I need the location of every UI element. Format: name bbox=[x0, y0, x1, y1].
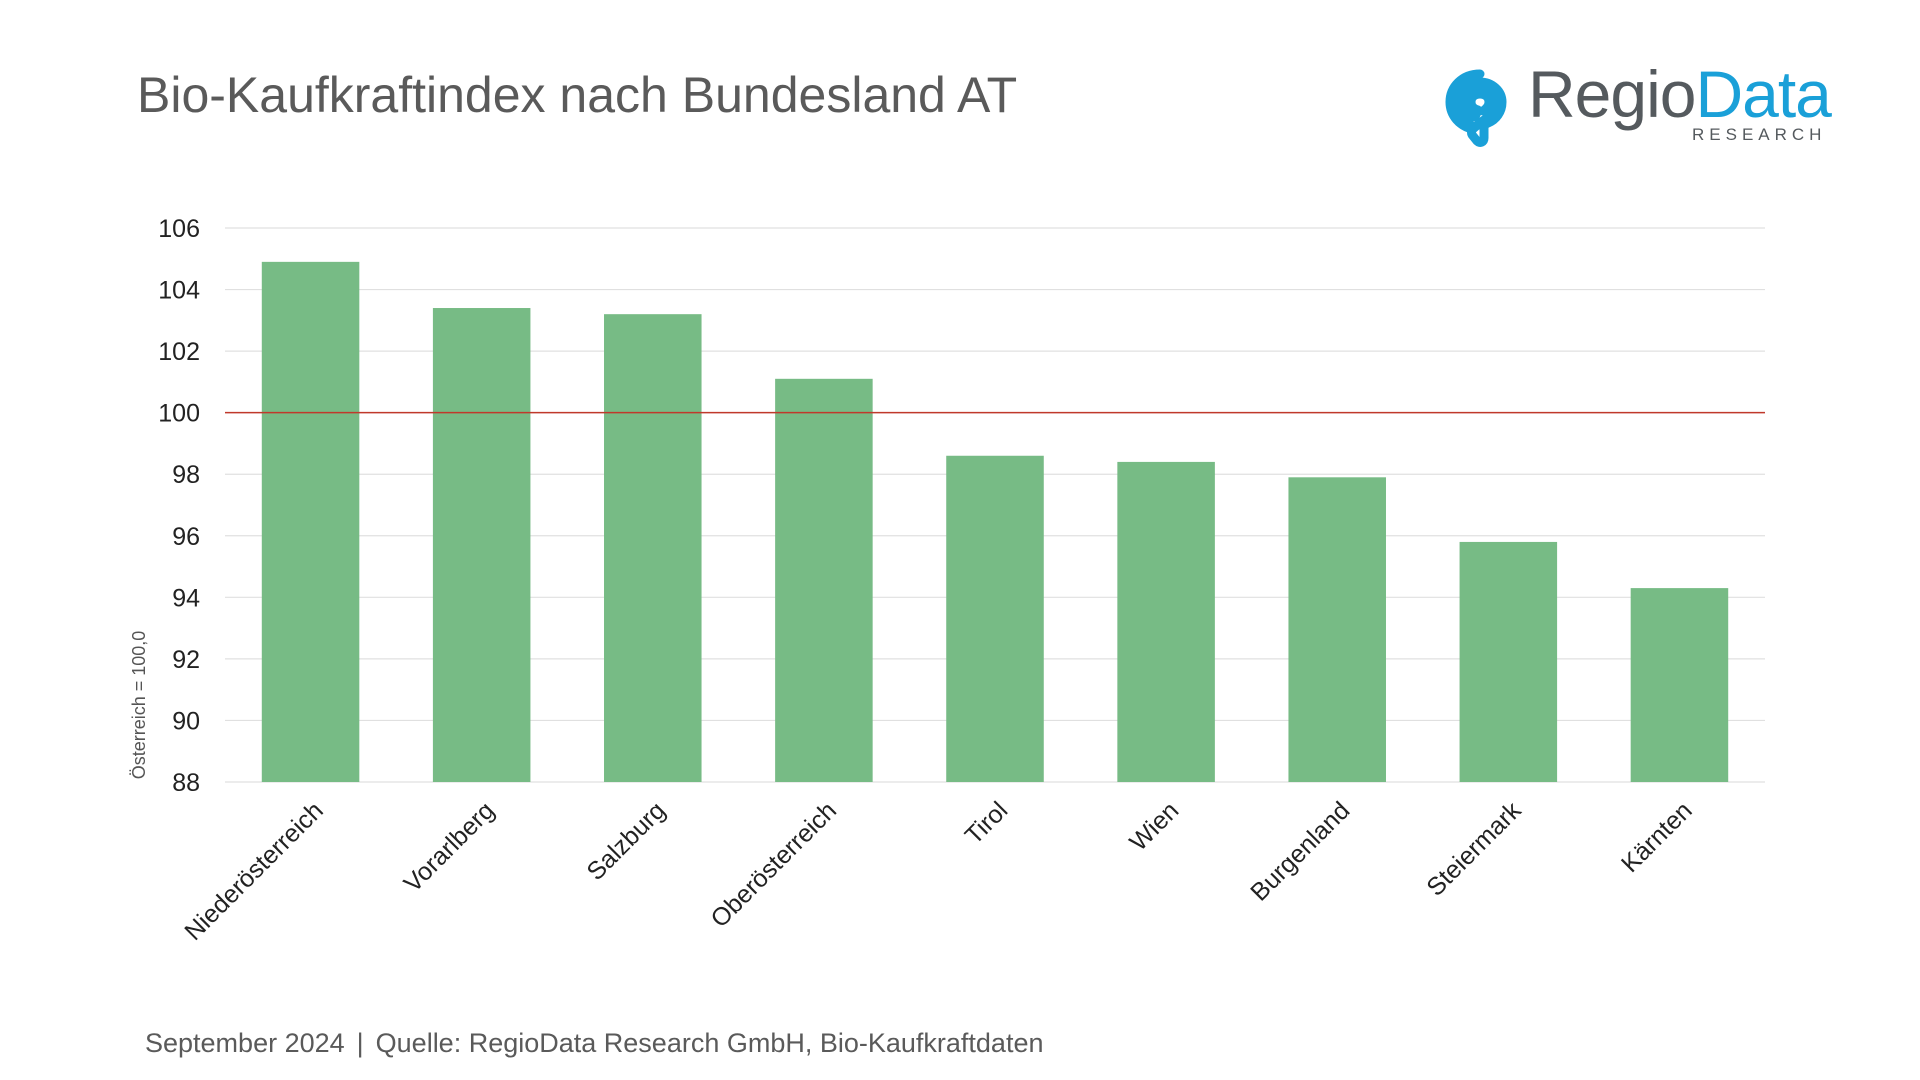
logo-word-data: Data bbox=[1695, 57, 1831, 131]
x-tick-label: Vorarlberg bbox=[399, 796, 500, 897]
x-tick-label: Salzburg bbox=[581, 796, 671, 886]
bar bbox=[1288, 477, 1386, 782]
x-tick-label: Tirol bbox=[960, 796, 1014, 850]
logo-subline: RESEARCH bbox=[1692, 125, 1827, 144]
location-pin-icon bbox=[1445, 69, 1507, 147]
bars bbox=[261, 261, 1729, 782]
page-title: Bio-Kaufkraftindex nach Bundesland AT bbox=[137, 67, 1018, 123]
y-tick-label: 94 bbox=[172, 584, 200, 612]
bar bbox=[1630, 588, 1729, 782]
y-tick-label: 96 bbox=[172, 523, 200, 551]
footer: September 2024 | Quelle: RegioData Researc… bbox=[145, 1028, 1043, 1059]
x-tick-labels: Niederösterreich Vorarlberg Salzburg Oberös… bbox=[179, 796, 1697, 946]
x-tick-label: Oberösterreich bbox=[705, 796, 842, 933]
bar bbox=[261, 261, 360, 782]
y-tick-labels: 88 90 92 94 96 98 100 102 104 106 bbox=[158, 215, 200, 797]
x-tick-label: Wien bbox=[1124, 796, 1184, 856]
y-tick-label: 98 bbox=[172, 461, 200, 489]
bar bbox=[946, 455, 1044, 782]
y-axis-label: Österreich = 100,0 bbox=[129, 631, 149, 780]
y-tick-label: 100 bbox=[158, 400, 200, 428]
logo-word-regio: Regio bbox=[1528, 57, 1696, 131]
bar bbox=[1459, 541, 1558, 782]
footer-date: September 2024 bbox=[145, 1028, 345, 1058]
y-tick-label: 106 bbox=[158, 215, 200, 243]
bar bbox=[775, 378, 873, 782]
x-tick-label: Kärnten bbox=[1616, 796, 1698, 878]
y-tick-label: 92 bbox=[172, 646, 200, 674]
regiodata-logo: RegioData RESEARCH bbox=[1440, 57, 1840, 152]
y-tick-label: 88 bbox=[172, 769, 200, 797]
y-tick-label: 90 bbox=[172, 707, 200, 735]
y-tick-label: 104 bbox=[158, 277, 200, 305]
bar bbox=[432, 308, 531, 782]
y-tick-label: 102 bbox=[158, 338, 200, 366]
logo-wordmark: RegioData bbox=[1528, 56, 1832, 132]
bar bbox=[1117, 461, 1215, 782]
x-tick-label: Burgenland bbox=[1245, 796, 1355, 906]
footer-separator: | bbox=[356, 1028, 364, 1058]
x-tick-label: Niederösterreich bbox=[179, 796, 328, 945]
footer-source: Quelle: RegioData Research GmbH, Bio-Kau… bbox=[375, 1028, 1044, 1058]
x-tick-label: Steiermark bbox=[1421, 796, 1527, 902]
bar bbox=[604, 314, 702, 782]
bar-chart: 88 90 92 94 96 98 100 102 104 106 Niederösterreic… bbox=[129, 215, 1765, 946]
